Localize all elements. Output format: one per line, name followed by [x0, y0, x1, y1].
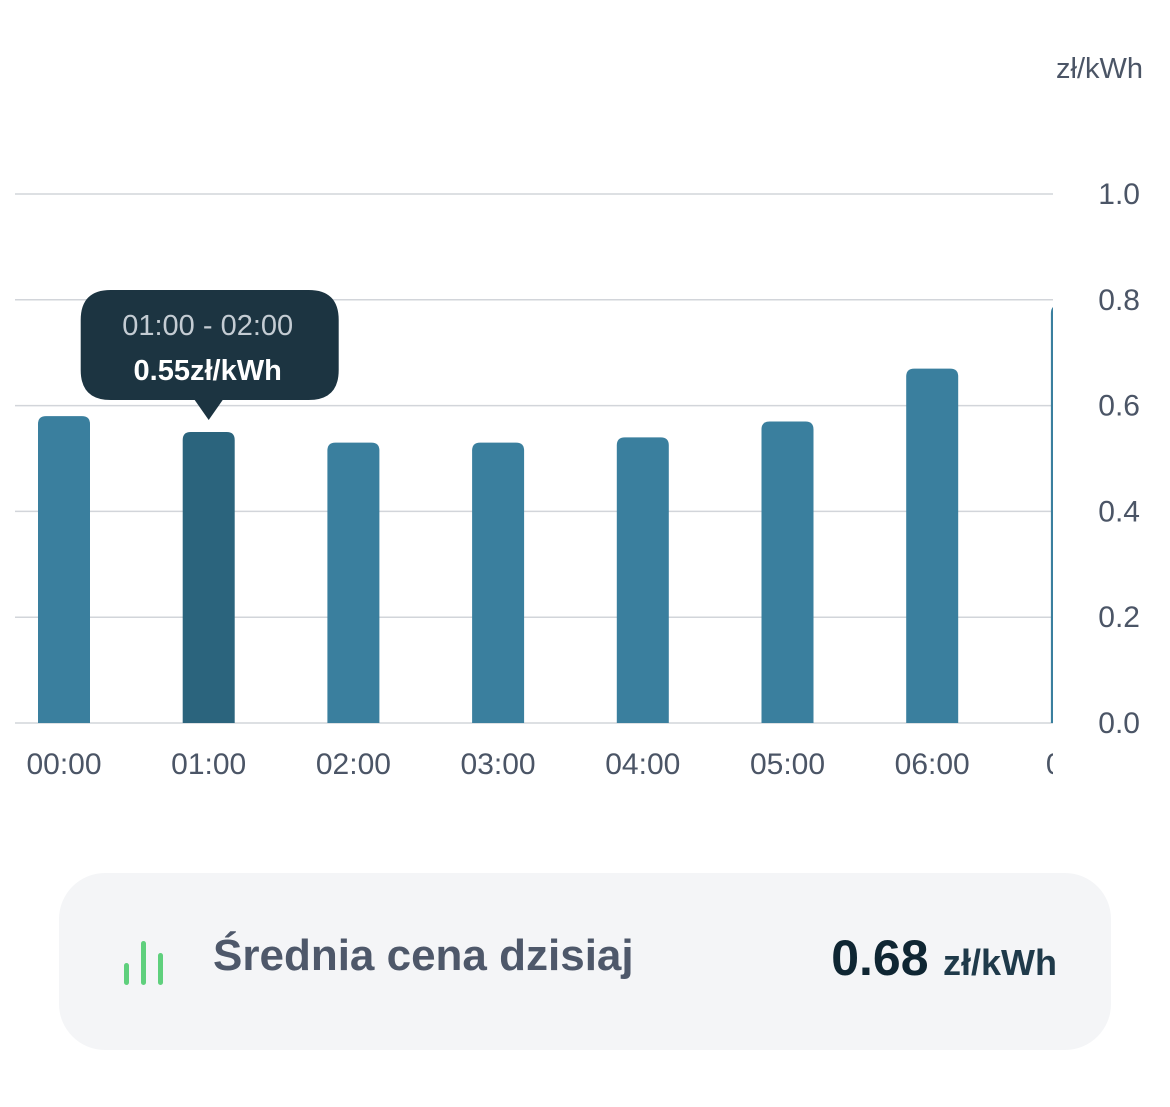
tooltip-range: 01:00 - 02:00 — [122, 310, 293, 342]
tooltip-background — [80, 290, 339, 421]
bar-00:00[interactable] — [38, 416, 90, 723]
bar-04:00[interactable] — [616, 437, 669, 723]
x-tick-label: 01:00 — [171, 748, 246, 781]
tooltip-value: 0.55zł/kWh — [134, 355, 282, 387]
bar-06:00[interactable] — [906, 368, 959, 723]
y-tick-label: 0.4 — [1098, 495, 1140, 528]
x-tick-label: 02:00 — [316, 748, 391, 781]
bar-01:00[interactable] — [182, 432, 235, 723]
x-tick-label: 05:00 — [750, 748, 825, 781]
x-tick-label: 0 — [1046, 748, 1063, 781]
average-price-unit: zł/kWh — [943, 942, 1057, 983]
bar-07:00[interactable] — [1050, 305, 1103, 723]
bar-05:00[interactable] — [761, 421, 814, 723]
average-price: 0.68 zł/kWh — [831, 929, 1057, 987]
y-tick-label: 0.0 — [1098, 707, 1140, 740]
x-tick-label: 00:00 — [26, 748, 101, 781]
y-tick-label: 0.2 — [1098, 601, 1140, 634]
x-tick-label: 03:00 — [461, 748, 536, 781]
y-tick-label: 0.8 — [1098, 284, 1140, 317]
bar-03:00[interactable] — [472, 442, 525, 723]
y-axis-ticks: 1.0 0.8 0.6 0.4 0.2 0.0 — [1098, 178, 1140, 740]
average-price-card: Średnia cena dzisiaj 0.68 zł/kWh — [59, 873, 1111, 1050]
price-chart[interactable]: zł/kWh 1.0 0.8 0.6 0.4 0.2 0.0 00:00 01:00 02:0… — [0, 0, 1170, 800]
tooltip: 01:00 - 02:00 0.55zł/kWh — [80, 290, 339, 421]
bar-02:00[interactable] — [327, 442, 380, 723]
bars — [38, 305, 1103, 723]
y-axis-unit-label: zł/kWh — [1056, 53, 1143, 85]
bar-chart-icon — [124, 941, 163, 985]
y-tick-label: 1.0 — [1098, 178, 1140, 211]
x-axis-ticks: 00:00 01:00 02:00 03:00 04:00 05:00 06:00 0 — [26, 748, 1063, 781]
average-price-label: Średnia cena dzisiaj — [213, 931, 634, 980]
gridlines — [15, 193, 1053, 724]
x-tick-label: 06:00 — [895, 748, 970, 781]
x-tick-label: 04:00 — [605, 748, 680, 781]
average-price-value: 0.68 — [831, 930, 929, 986]
y-tick-label: 0.6 — [1098, 390, 1140, 423]
